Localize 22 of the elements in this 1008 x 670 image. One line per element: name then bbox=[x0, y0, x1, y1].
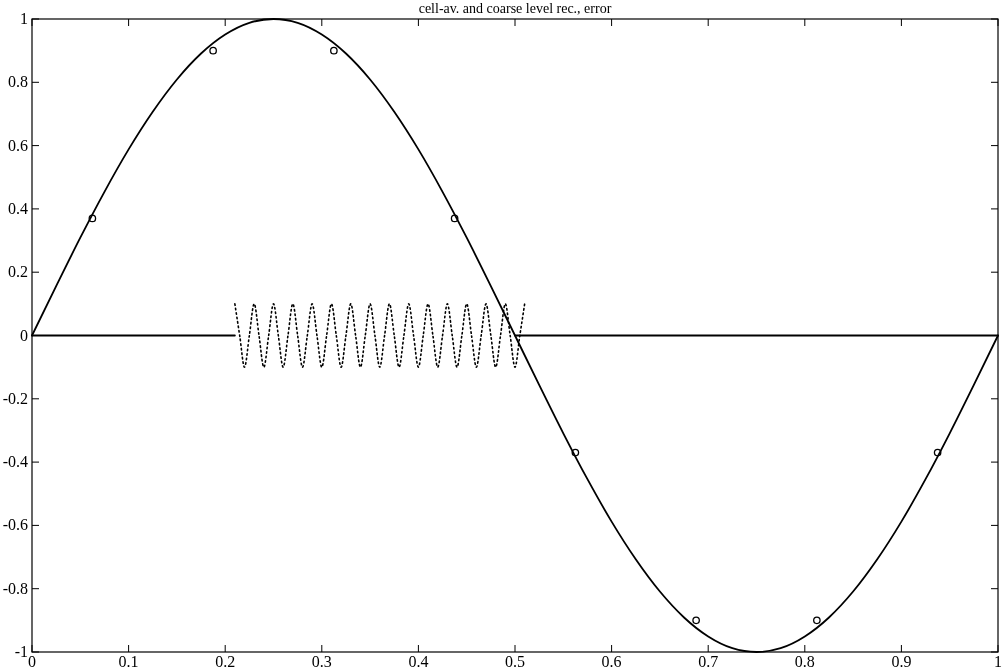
y-tick-label: 0.4 bbox=[8, 199, 28, 217]
y-tick-label: 0.8 bbox=[8, 73, 28, 91]
y-tick-label: 0 bbox=[20, 326, 28, 344]
x-tick-label: 0.2 bbox=[215, 653, 236, 670]
x-tick-label: 0.9 bbox=[891, 653, 912, 670]
y-tick-label: -0.6 bbox=[2, 516, 28, 534]
x-tick-label: 0.1 bbox=[118, 653, 139, 670]
x-tick-label: 0.5 bbox=[505, 653, 525, 670]
x-tick-label: 0.4 bbox=[408, 653, 429, 670]
y-tick-label: -0.8 bbox=[2, 579, 28, 597]
y-tick-label: 0.2 bbox=[8, 263, 28, 281]
x-tick-label: 0.6 bbox=[601, 653, 622, 670]
y-tick-label: 0.6 bbox=[8, 136, 28, 154]
x-tick-label: 0.8 bbox=[794, 653, 815, 670]
y-tick-label: 1 bbox=[20, 10, 28, 27]
y-tick-label: -1 bbox=[14, 643, 28, 660]
chart-title: cell-av. and coarse level rec., error bbox=[418, 1, 612, 16]
y-tick-label: -0.4 bbox=[2, 453, 28, 471]
x-tick-label: 0.3 bbox=[311, 653, 332, 670]
x-tick-label: 0.7 bbox=[698, 653, 719, 670]
y-tick-label: -0.2 bbox=[2, 389, 28, 407]
x-tick-label: 1 bbox=[994, 653, 1002, 670]
